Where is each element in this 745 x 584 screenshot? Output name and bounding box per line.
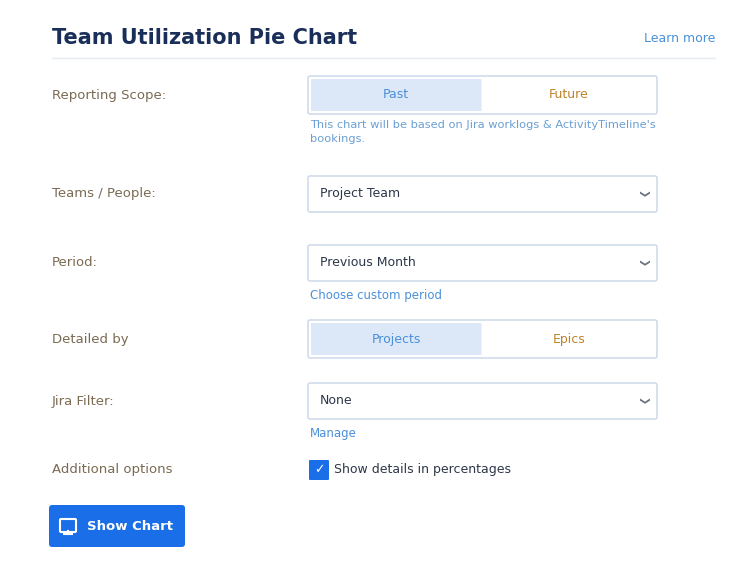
Text: ❯: ❯: [638, 259, 648, 267]
FancyBboxPatch shape: [308, 320, 657, 358]
Text: ✓: ✓: [314, 464, 324, 477]
Text: ❯: ❯: [638, 190, 648, 198]
FancyBboxPatch shape: [308, 176, 657, 212]
Text: Show Chart: Show Chart: [87, 520, 173, 533]
FancyBboxPatch shape: [311, 79, 481, 111]
Text: Projects: Projects: [372, 332, 421, 346]
FancyBboxPatch shape: [49, 505, 185, 547]
Text: Reporting Scope:: Reporting Scope:: [52, 89, 166, 102]
FancyBboxPatch shape: [311, 323, 481, 355]
FancyBboxPatch shape: [308, 245, 657, 281]
Text: bookings.: bookings.: [310, 134, 365, 144]
FancyBboxPatch shape: [308, 76, 657, 114]
Text: Period:: Period:: [52, 256, 98, 269]
Text: Past: Past: [383, 89, 409, 102]
Text: Jira Filter:: Jira Filter:: [52, 395, 115, 408]
Text: Project Team: Project Team: [320, 187, 400, 200]
Text: Previous Month: Previous Month: [320, 256, 416, 269]
Text: This chart will be based on Jira worklogs & ActivityTimeline's: This chart will be based on Jira worklog…: [310, 120, 656, 130]
Text: Detailed by: Detailed by: [52, 332, 129, 346]
Text: Future: Future: [549, 89, 589, 102]
Text: Choose custom period: Choose custom period: [310, 289, 442, 302]
FancyBboxPatch shape: [308, 383, 657, 419]
Text: Learn more: Learn more: [644, 32, 715, 44]
Text: Teams / People:: Teams / People:: [52, 187, 156, 200]
Text: ❯: ❯: [638, 397, 648, 405]
Text: Manage: Manage: [310, 427, 357, 440]
Text: Additional options: Additional options: [52, 464, 173, 477]
Text: Show details in percentages: Show details in percentages: [334, 464, 511, 477]
Text: Team Utilization Pie Chart: Team Utilization Pie Chart: [52, 28, 357, 48]
Text: None: None: [320, 395, 352, 408]
FancyBboxPatch shape: [309, 460, 329, 480]
Text: Epics: Epics: [552, 332, 585, 346]
